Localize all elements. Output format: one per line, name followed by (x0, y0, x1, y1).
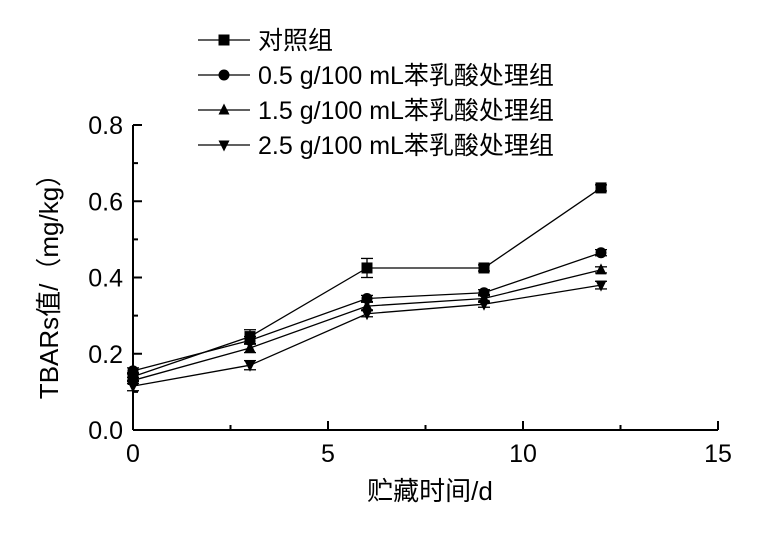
y-tick-label: 0.4 (88, 265, 123, 293)
y-tick-label: 0.0 (88, 417, 123, 445)
legend-label: 1.5 g/100 mL苯乳酸处理组 (258, 97, 554, 125)
data-point (361, 299, 373, 311)
legend: 对照组 0.5 g/100 mL苯乳酸处理组 1.5 g/100 mL苯乳酸处理组 2… (198, 27, 554, 160)
legend-item-2: 0.5 g/100 mL苯乳酸处理组 (198, 62, 554, 90)
x-tick-label: 0 (126, 440, 140, 468)
y-tick-label: 0.2 (88, 341, 123, 369)
y-axis-label: TBARs值/（mg/kg） (34, 161, 64, 399)
data-point (595, 280, 607, 292)
series-layer (127, 182, 607, 393)
legend-item-4: 2.5 g/100 mL苯乳酸处理组 (198, 132, 554, 160)
x-tick-label: 5 (321, 440, 335, 468)
legend-item-3: 1.5 g/100 mL苯乳酸处理组 (198, 97, 554, 125)
y-tick-label: 0.8 (88, 112, 123, 140)
legend-marker (218, 103, 230, 115)
legend-item-1: 对照组 (198, 27, 333, 55)
data-point (478, 299, 490, 311)
data-point (127, 365, 139, 377)
series-line (132, 187, 602, 378)
x-tick-label: 15 (704, 440, 732, 468)
series-line (132, 269, 602, 382)
data-point (595, 182, 607, 194)
series-2 (127, 247, 607, 377)
legend-label: 对照组 (258, 27, 333, 55)
data-point (478, 262, 490, 274)
legend-marker (218, 34, 230, 46)
legend-label: 0.5 g/100 mL苯乳酸处理组 (258, 62, 554, 90)
data-point (127, 381, 139, 393)
data-point (244, 360, 256, 372)
series-1 (127, 182, 607, 383)
legend-marker (218, 69, 230, 81)
data-point (361, 292, 373, 304)
series-4 (127, 280, 607, 393)
legend-marker (218, 140, 230, 152)
data-point (244, 341, 256, 353)
x-axis-label: 贮藏时间/d (367, 476, 493, 506)
data-point (361, 309, 373, 321)
data-point (361, 262, 373, 274)
legend-label: 2.5 g/100 mL苯乳酸处理组 (258, 132, 554, 160)
series-3 (127, 263, 607, 385)
x-tick-label: 10 (509, 440, 537, 468)
data-point (595, 247, 607, 259)
axes: 0 5 10 15 0.0 0.2 0.4 0.6 0.8 (88, 112, 732, 468)
data-point (595, 263, 607, 275)
y-tick-label: 0.6 (88, 188, 123, 216)
